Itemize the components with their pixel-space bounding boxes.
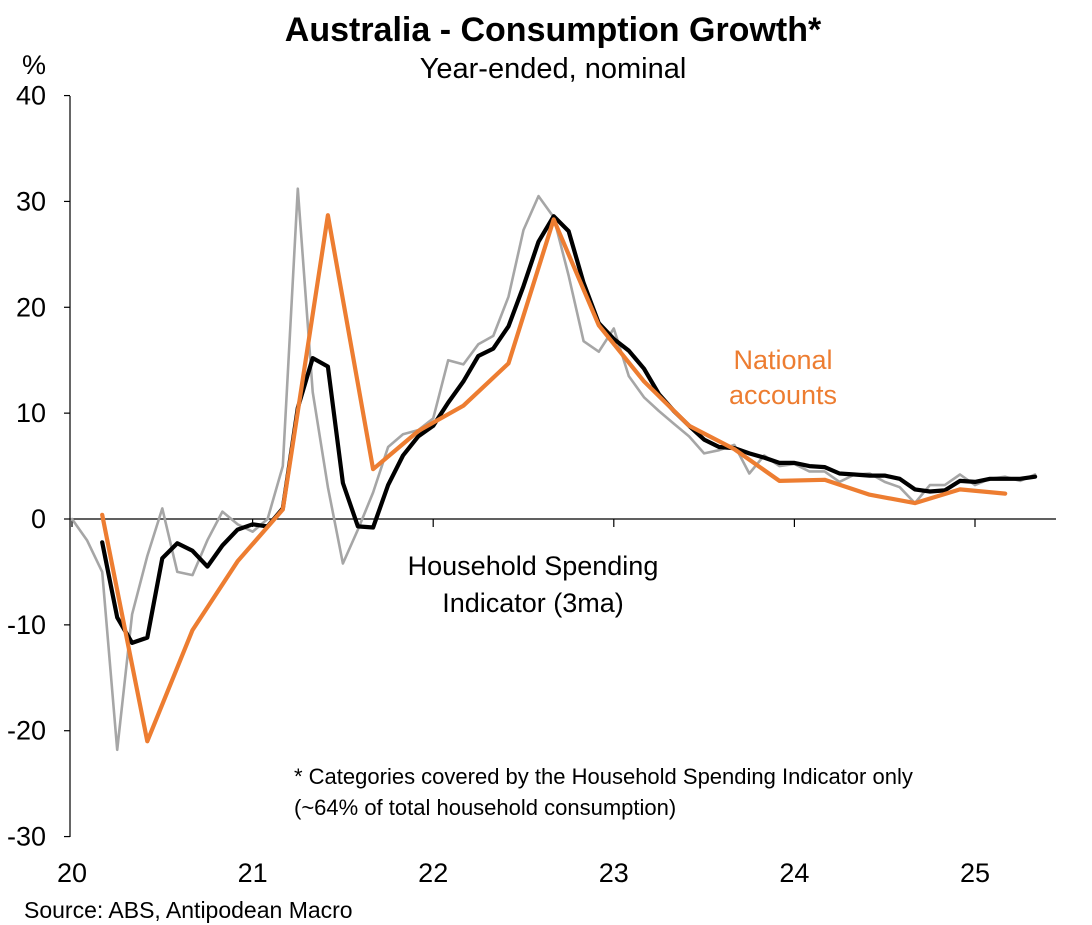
y-tick-label: 10 [16, 398, 46, 428]
footnote-line2: (~64% of total household consumption) [294, 795, 676, 820]
source-note: Source: ABS, Antipodean Macro [24, 897, 353, 923]
y-tick-label: -10 [7, 610, 46, 640]
x-tick-label: 21 [238, 858, 268, 888]
hsi-monthly-line [70, 187, 1037, 752]
hsi-3ma-line [100, 214, 1038, 645]
x-tick-label: 25 [960, 858, 990, 888]
national-accounts-label-line2: accounts [729, 380, 837, 410]
national-accounts-line [100, 213, 1008, 744]
y-tick-label: -30 [7, 822, 46, 852]
chart-subtitle: Year-ended, nominal [420, 53, 687, 85]
hsi-label-line1: Household Spending [408, 551, 659, 581]
chart-title: Australia - Consumption Growth* [285, 11, 822, 49]
hsi-label-line2: Indicator (3ma) [442, 588, 624, 618]
x-tick-label: 20 [57, 858, 87, 888]
y-tick-label: 30 [16, 186, 46, 216]
series-lines [70, 187, 1038, 752]
x-tick-label: 24 [779, 858, 809, 888]
y-tick-label: -20 [7, 716, 46, 746]
x-tick-label: 22 [418, 858, 448, 888]
footnote-line1: * Categories covered by the Household Sp… [294, 764, 913, 789]
y-tick-label: 0 [31, 504, 46, 534]
y-tick-label: 40 [16, 81, 46, 111]
y-tick-label: 20 [16, 292, 46, 322]
axes: 40 30 20 10 0 -10 -20 -30 20 21 22 23 24 25 [7, 81, 1056, 888]
national-accounts-label-line1: National [733, 345, 832, 375]
x-tick-label: 23 [599, 858, 629, 888]
y-axis-unit-label: % [22, 50, 46, 80]
